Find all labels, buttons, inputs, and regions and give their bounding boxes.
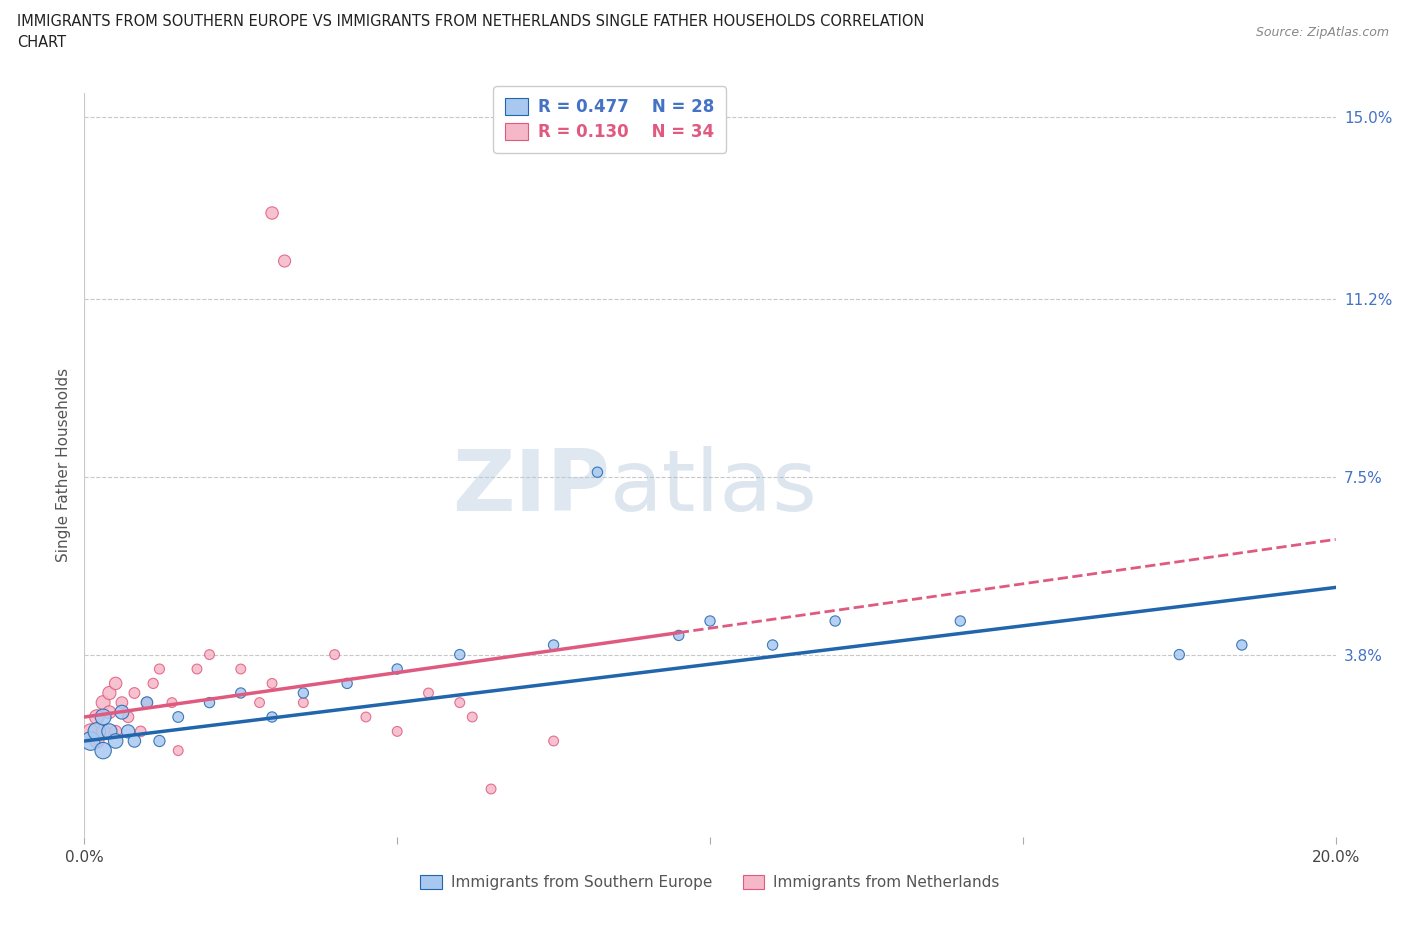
Point [104,734,127,749]
Point [262,206,284,220]
Point [111,705,134,720]
Point [98,685,121,700]
Point [699,614,721,629]
Point [91,695,114,710]
Point [160,695,183,710]
Point [479,781,502,796]
Text: atlas: atlas [610,445,818,529]
Point [167,743,190,758]
Point [124,685,146,700]
Point [129,724,152,738]
Point [167,710,190,724]
Point [1230,638,1253,653]
Point [98,724,121,738]
Y-axis label: Single Father Households: Single Father Households [56,368,72,562]
Point [124,734,146,749]
Point [79,734,101,749]
Point [148,734,170,749]
Text: CHART: CHART [17,35,66,50]
Point [292,685,315,700]
Point [117,724,139,738]
Point [229,685,252,700]
Point [91,743,114,758]
Point [586,465,609,480]
Point [262,676,284,691]
Point [418,685,440,700]
Point [136,695,159,710]
Legend: Immigrants from Southern Europe, Immigrants from Netherlands: Immigrants from Southern Europe, Immigra… [415,869,1005,897]
Point [186,661,208,676]
Point [86,724,108,738]
Point [1168,647,1191,662]
Point [543,638,565,653]
Point [198,647,221,662]
Point [229,661,252,676]
Point [949,614,972,629]
Point [91,724,114,738]
Point [449,647,471,662]
Point [198,695,221,710]
Point [323,647,346,662]
Point [543,734,565,749]
Point [292,695,315,710]
Point [86,710,108,724]
Point [91,710,114,724]
Point [273,254,295,269]
Point [86,734,108,749]
Point [336,676,359,691]
Text: IMMIGRANTS FROM SOUTHERN EUROPE VS IMMIGRANTS FROM NETHERLANDS SINGLE FATHER HOU: IMMIGRANTS FROM SOUTHERN EUROPE VS IMMIG… [17,14,924,29]
Point [824,614,846,629]
Point [461,710,484,724]
Point [148,661,170,676]
Point [668,628,690,643]
Text: Source: ZipAtlas.com: Source: ZipAtlas.com [1256,26,1389,39]
Point [762,638,785,653]
Point [385,724,409,738]
Point [117,710,139,724]
Point [136,695,159,710]
Point [104,676,127,691]
Point [385,661,409,676]
Point [354,710,377,724]
Point [104,724,127,738]
Point [262,710,284,724]
Point [249,695,271,710]
Point [79,724,101,738]
Point [98,705,121,720]
Point [142,676,165,691]
Point [449,695,471,710]
Text: ZIP: ZIP [453,445,610,529]
Point [111,695,134,710]
